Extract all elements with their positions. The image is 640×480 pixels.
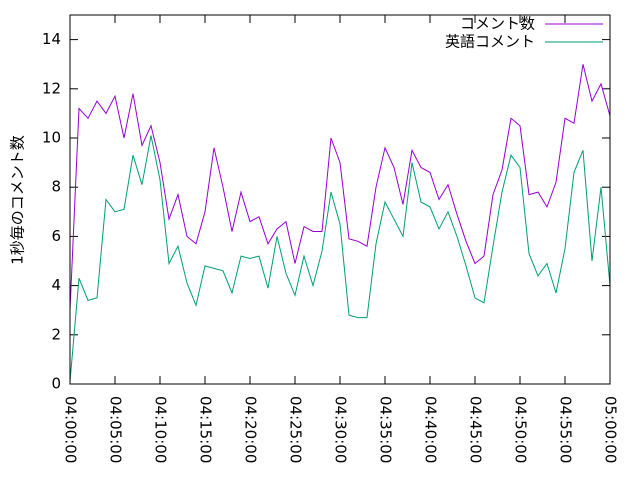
x-tick-label: 04:55:00 (557, 396, 575, 463)
x-tick-label: 04:25:00 (287, 396, 305, 463)
x-tick-label: 05:00:00 (602, 396, 620, 463)
legend-label: コメント数 (460, 15, 535, 33)
y-tick-label: 4 (51, 276, 61, 294)
x-tick-label: 04:40:00 (422, 396, 440, 463)
series-line (69, 135, 611, 382)
y-tick-label: 8 (51, 178, 61, 196)
y-tick-label: 6 (51, 227, 61, 245)
y-tick-label: 0 (51, 375, 61, 393)
x-tick-label: 04:20:00 (242, 396, 260, 463)
x-tick-label: 04:15:00 (197, 396, 215, 463)
y-axis-label: 1秒毎のコメント数 (9, 135, 27, 265)
y-tick-label: 10 (42, 129, 61, 147)
x-tick-label: 04:35:00 (377, 396, 395, 463)
y-tick-label: 12 (42, 79, 61, 97)
plot-border (69, 14, 611, 385)
y-tick-label: 2 (51, 325, 61, 343)
x-tick-label: 04:05:00 (107, 396, 125, 463)
x-tick-label: 04:30:00 (332, 396, 350, 463)
x-tick-label: 04:00:00 (62, 396, 80, 463)
x-tick-label: 04:50:00 (512, 396, 530, 463)
series-line (69, 64, 611, 311)
x-tick-label: 04:10:00 (152, 396, 170, 463)
y-tick-label: 14 (42, 30, 61, 48)
legend-label: 英語コメント (445, 33, 535, 51)
x-tick-label: 04:45:00 (467, 396, 485, 463)
